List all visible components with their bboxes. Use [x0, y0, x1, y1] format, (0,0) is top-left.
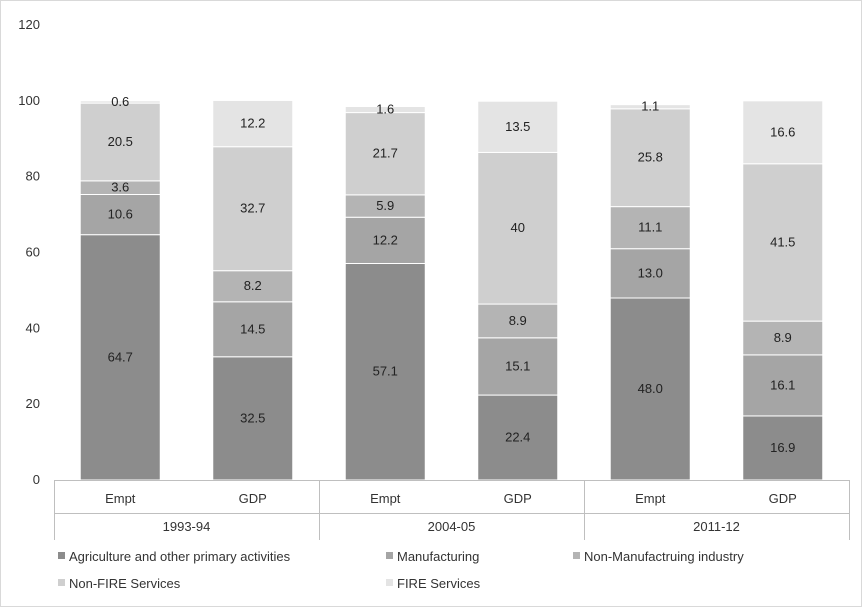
data-label: 22.4 [505, 430, 530, 445]
x-group-label: 1993-94 [163, 519, 211, 534]
data-label: 32.7 [240, 201, 265, 216]
legend-swatch [386, 579, 393, 586]
bar-segment [742, 354, 824, 417]
bar-segment [79, 100, 161, 104]
legend-swatch [58, 579, 65, 586]
data-label: 8.9 [774, 330, 792, 345]
legend-label: Non-Manufactruing industry [584, 549, 744, 564]
x-tick-label: Empt [635, 491, 666, 506]
legend-label: FIRE Services [397, 576, 481, 591]
bar-segment [609, 206, 691, 250]
data-label: 32.5 [240, 410, 265, 425]
y-tick-label: 60 [26, 245, 40, 260]
data-label: 21.7 [373, 146, 398, 161]
legend-swatch [573, 552, 580, 559]
data-label: 16.6 [770, 124, 795, 139]
data-label: 16.9 [770, 440, 795, 455]
bar-segment [79, 193, 161, 236]
bar-segment [742, 320, 824, 356]
x-tick-label: GDP [239, 491, 267, 506]
y-tick-label: 120 [18, 17, 40, 32]
bar-segment [609, 248, 691, 299]
bar-segment [212, 146, 294, 272]
bar-segment [477, 100, 559, 153]
bar-segment [477, 337, 559, 396]
x-tick-label: Empt [105, 491, 136, 506]
data-label: 57.1 [373, 364, 398, 379]
bar-segment [477, 303, 559, 339]
data-label: 48.0 [638, 381, 663, 396]
x-group-label: 2004-05 [428, 519, 476, 534]
y-tick-label: 0 [33, 472, 40, 487]
bar-segment [344, 112, 426, 196]
data-label: 15.1 [505, 358, 530, 373]
data-label: 1.1 [641, 99, 659, 114]
legend-label: Non-FIRE Services [69, 576, 181, 591]
data-label: 8.2 [244, 278, 262, 293]
x-tick-label: GDP [504, 491, 532, 506]
bar-segment [212, 99, 294, 148]
data-label: 41.5 [770, 234, 795, 249]
data-label: 10.6 [108, 207, 133, 222]
data-label: 20.5 [108, 134, 133, 149]
bar-segment [609, 108, 691, 208]
data-label: 11.1 [638, 220, 662, 235]
x-tick-label: GDP [769, 491, 797, 506]
bar-segment [212, 356, 294, 481]
bar-segment [344, 216, 426, 264]
data-label: 0.6 [111, 94, 129, 109]
bar-segment [609, 104, 691, 110]
bar-segment [212, 301, 294, 358]
legend-label: Agriculture and other primary activities [69, 549, 291, 564]
bar-segment [477, 151, 559, 305]
x-group-label: 2011-12 [693, 519, 740, 534]
data-label: 14.5 [240, 321, 265, 336]
legend-swatch [58, 552, 65, 559]
data-label: 3.6 [111, 180, 129, 195]
y-tick-label: 20 [26, 396, 40, 411]
bar-segment [742, 415, 824, 481]
data-label: 1.6 [376, 102, 394, 117]
y-tick-label: 100 [18, 93, 40, 108]
x-tick-label: Empt [370, 491, 401, 506]
bar-segment [742, 100, 824, 165]
bar-segment [344, 106, 426, 114]
data-label: 13.5 [505, 119, 530, 134]
data-label: 64.7 [108, 349, 133, 364]
bar-segment [742, 163, 824, 322]
bar-segment [79, 102, 161, 182]
data-label: 8.9 [509, 313, 527, 328]
y-tick-label: 40 [26, 320, 40, 335]
data-label: 13.0 [638, 265, 663, 280]
data-label: 5.9 [376, 198, 394, 213]
data-label: 16.1 [770, 377, 795, 392]
legend-label: Manufacturing [397, 549, 479, 564]
y-tick-label: 80 [26, 169, 40, 184]
data-label: 40 [511, 220, 525, 235]
data-label: 12.2 [373, 232, 398, 247]
legend-swatch [386, 552, 393, 559]
data-label: 25.8 [638, 150, 663, 165]
data-label: 12.2 [240, 116, 265, 131]
bar-segment [477, 394, 559, 481]
